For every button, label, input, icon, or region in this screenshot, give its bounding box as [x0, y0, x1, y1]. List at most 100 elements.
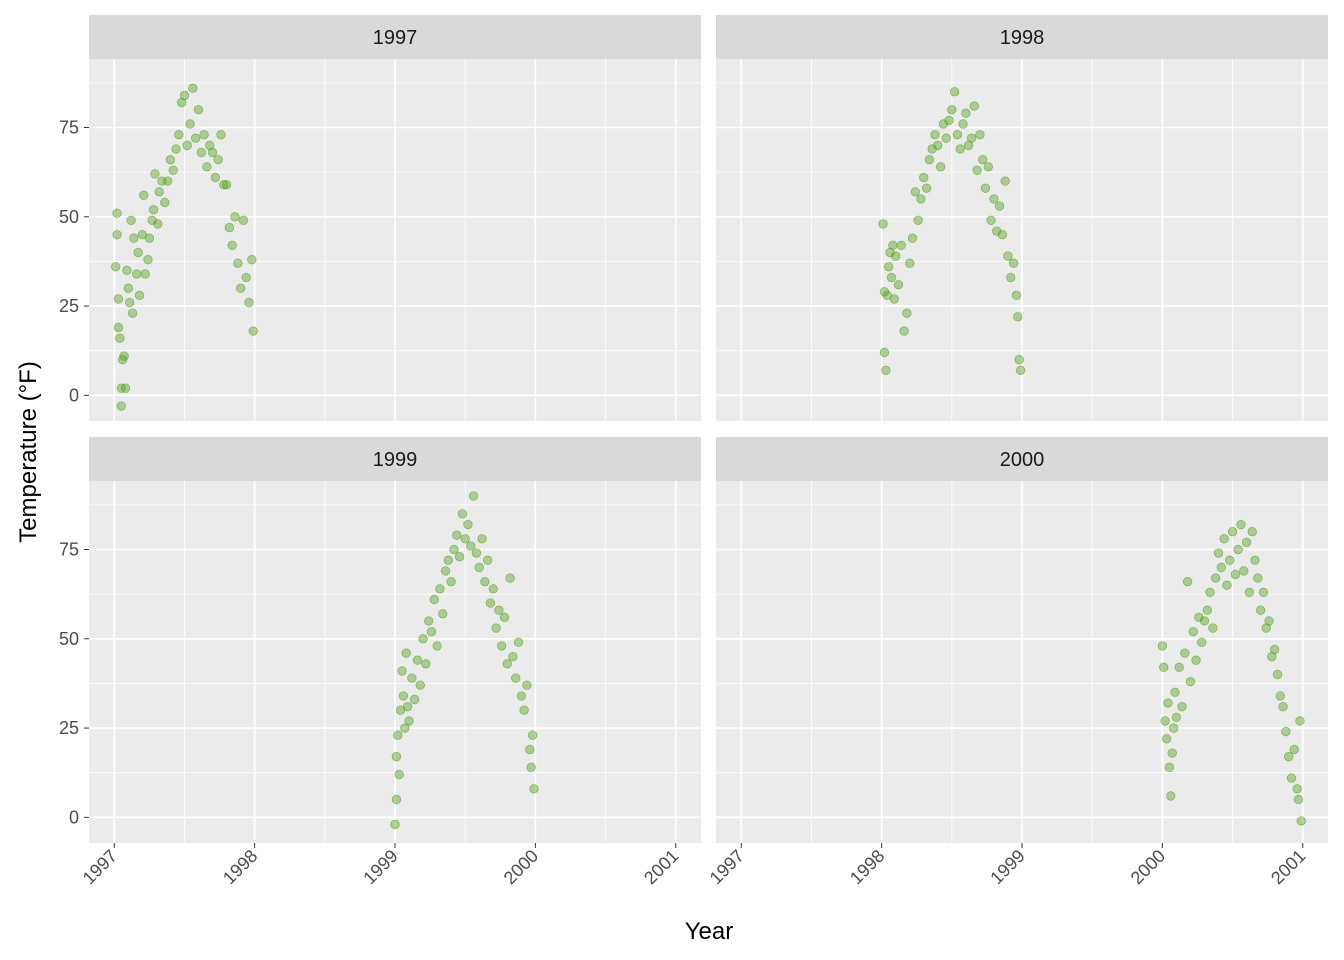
- data-point: [110, 262, 121, 272]
- facet-strip: [716, 15, 1328, 59]
- data-point: [1292, 784, 1302, 794]
- data-point: [1233, 544, 1243, 555]
- facet-panel: 1999 0 25 50 75 1997 1998 1999 2000 2001: [59, 437, 701, 888]
- data-point: [190, 133, 201, 143]
- data-point: [418, 634, 428, 644]
- facet-strip-label: 1999: [373, 449, 418, 471]
- data-point: [398, 691, 409, 701]
- data-point: [1225, 555, 1235, 565]
- data-point: [1293, 794, 1304, 805]
- data-point: [1013, 312, 1023, 322]
- facet-panel: 1997 0 25 50 75: [59, 15, 701, 421]
- data-point: [463, 519, 473, 530]
- data-point: [443, 555, 454, 565]
- data-point: [485, 598, 496, 608]
- data-point: [1160, 716, 1170, 726]
- data-point: [488, 584, 498, 594]
- data-point: [174, 129, 184, 140]
- data-point: [404, 716, 414, 726]
- data-point: [210, 172, 221, 183]
- data-point: [1171, 712, 1182, 723]
- data-point: [171, 144, 181, 154]
- data-point: [941, 133, 951, 143]
- data-point: [400, 723, 410, 733]
- data-point: [913, 215, 923, 226]
- data-point: [409, 694, 420, 705]
- facet-strip-label: 1997: [373, 27, 418, 49]
- data-point: [1015, 365, 1026, 376]
- data-point: [205, 140, 215, 151]
- data-point: [1216, 562, 1227, 573]
- data-point: [1168, 723, 1179, 733]
- data-point: [1163, 698, 1173, 708]
- data-point: [896, 240, 906, 251]
- data-point: [883, 262, 894, 272]
- data-point: [115, 333, 125, 343]
- data-point: [1167, 748, 1177, 758]
- data-point: [1213, 548, 1224, 558]
- data-point: [477, 534, 487, 544]
- y-tick-label: 75: [59, 118, 79, 138]
- data-point: [938, 119, 949, 129]
- data-point: [480, 576, 490, 587]
- data-point: [150, 169, 160, 179]
- data-point: [482, 555, 493, 565]
- data-point: [491, 623, 501, 633]
- data-point: [112, 229, 122, 240]
- data-point: [454, 551, 465, 562]
- x-tick-label: 1998: [846, 846, 888, 888]
- data-point: [471, 548, 482, 558]
- data-point: [421, 659, 431, 669]
- data-point: [958, 119, 968, 129]
- x-tick-label: 2001: [1267, 846, 1309, 888]
- data-point: [168, 165, 178, 176]
- data-point: [120, 383, 131, 393]
- y-tick-label: 25: [59, 718, 79, 738]
- data-point: [127, 308, 138, 318]
- data-point: [401, 648, 411, 658]
- data-point: [1185, 676, 1196, 687]
- data-point: [412, 655, 423, 665]
- data-point: [402, 701, 413, 712]
- data-point: [1196, 637, 1207, 648]
- data-point: [983, 162, 994, 172]
- data-point: [423, 616, 434, 626]
- data-point: [508, 651, 518, 662]
- data-point: [919, 172, 929, 183]
- data-point: [466, 541, 476, 551]
- data-point: [916, 194, 926, 204]
- data-point: [179, 90, 190, 101]
- data-point: [221, 179, 232, 190]
- data-point: [1253, 573, 1263, 583]
- data-point: [889, 294, 899, 304]
- data-point: [1003, 251, 1013, 261]
- data-point: [952, 129, 963, 140]
- data-point: [125, 297, 135, 308]
- data-point: [1236, 519, 1246, 530]
- data-point: [147, 215, 157, 226]
- y-tick-label: 50: [59, 629, 79, 649]
- x-tick-label: 1999: [359, 846, 401, 888]
- data-point: [1230, 569, 1241, 580]
- data-point: [1250, 555, 1260, 565]
- data-point: [966, 133, 977, 143]
- data-point: [213, 154, 223, 165]
- x-tick-label: 1998: [219, 846, 261, 888]
- data-point: [446, 576, 456, 587]
- data-point: [196, 147, 206, 158]
- data-point: [394, 769, 404, 780]
- data-point: [438, 609, 448, 619]
- data-point: [930, 129, 940, 140]
- data-point: [496, 641, 507, 651]
- data-point: [153, 219, 163, 229]
- data-point: [1194, 612, 1204, 623]
- data-point: [460, 534, 470, 544]
- facet-strip-label: 1998: [1000, 27, 1045, 49]
- facet-strip: [89, 437, 701, 481]
- data-point: [907, 233, 918, 243]
- data-point: [1180, 648, 1190, 658]
- data-point: [129, 233, 139, 243]
- data-point: [207, 147, 218, 158]
- data-point: [393, 730, 403, 740]
